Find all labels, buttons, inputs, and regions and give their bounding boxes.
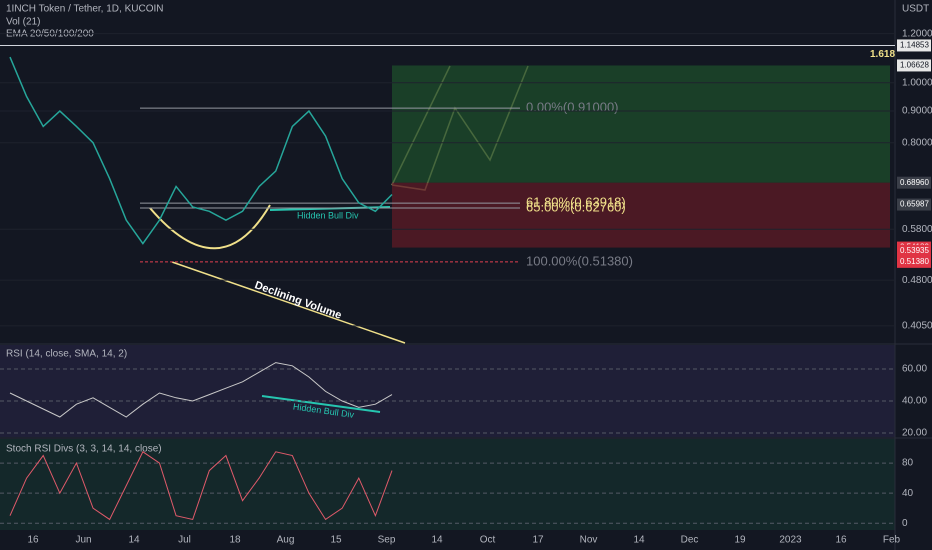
price-tag-label: 1.06628 bbox=[900, 61, 929, 70]
x-tick-label: Jul bbox=[178, 535, 191, 546]
price-tag-label: 1.14853 bbox=[900, 41, 929, 50]
series-line bbox=[9, 451, 393, 521]
x-tick-label: Feb bbox=[883, 535, 901, 546]
rsi-band bbox=[0, 345, 895, 437]
price-tag-label: 0.53935 bbox=[900, 246, 929, 255]
x-tick-label: Aug bbox=[277, 535, 295, 546]
x-tick-label: 14 bbox=[128, 535, 140, 546]
extension-label: 1.618 bbox=[870, 49, 895, 60]
currency: USDT bbox=[902, 4, 929, 15]
price-tag bbox=[897, 59, 931, 72]
profit-zone bbox=[392, 65, 890, 183]
symbol-title: 1INCH Token / Tether, 1D, KUCOIN bbox=[6, 4, 163, 15]
y-tick-label: 60.00 bbox=[902, 364, 927, 375]
x-tick-label: 2023 bbox=[779, 535, 802, 546]
price-tag-label: 0.68960 bbox=[900, 178, 929, 187]
y-tick-label: 40.00 bbox=[902, 396, 927, 407]
x-tick-label: 17 bbox=[532, 535, 544, 546]
price-tag bbox=[897, 255, 931, 268]
x-tick-label: 14 bbox=[431, 535, 443, 546]
y-tick-label: 40 bbox=[902, 488, 914, 499]
x-tick-label: 16 bbox=[835, 535, 847, 546]
series-line bbox=[9, 362, 393, 418]
series-line bbox=[9, 56, 393, 245]
loss-zone bbox=[392, 182, 890, 248]
y-tick-label: 80 bbox=[902, 458, 914, 469]
stoch-title: Stoch RSI Divs (3, 3, 14, 14, close) bbox=[6, 444, 162, 455]
x-tick-label: Sep bbox=[378, 535, 396, 546]
volume-trendline bbox=[171, 261, 406, 344]
fib-label: 65.00%(0.62760) bbox=[526, 199, 626, 214]
x-tick-label: 18 bbox=[229, 535, 241, 546]
rsi-title: RSI (14, close, SMA, 14, 2) bbox=[6, 349, 127, 360]
cup-drawing bbox=[149, 204, 271, 250]
price-tag-label: 0.51380 bbox=[900, 257, 929, 266]
stoch-pane bbox=[0, 439, 895, 530]
x-tick-label: 16 bbox=[27, 535, 39, 546]
x-tick-label: Nov bbox=[580, 535, 598, 546]
x-tick-label: Jun bbox=[75, 535, 91, 546]
x-tick-label: Oct bbox=[480, 535, 496, 546]
volume-title: Vol (21) bbox=[6, 17, 40, 28]
x-tick-label: 19 bbox=[734, 535, 746, 546]
fib-label: 0.00%(0.91000) bbox=[526, 100, 619, 115]
price-tag bbox=[897, 244, 931, 257]
y-tick-label: 20.00 bbox=[902, 428, 927, 439]
rsi-pane bbox=[0, 345, 895, 437]
x-tick-label: Dec bbox=[681, 535, 699, 546]
price-tag bbox=[897, 39, 931, 52]
fib-label: 100.00%(0.51380) bbox=[526, 253, 633, 268]
y-tick-label: 1.20000 bbox=[902, 28, 932, 39]
y-tick-label: 0.40500 bbox=[902, 321, 932, 332]
rsi-div-line bbox=[261, 395, 381, 413]
fib-label: 61.80%(0.63918) bbox=[526, 195, 626, 210]
annotation: Hidden Bull Div bbox=[297, 210, 359, 220]
price-tag-label: 0.65987 bbox=[900, 200, 929, 209]
x-tick-label: 14 bbox=[633, 535, 645, 546]
price-tag bbox=[897, 198, 931, 211]
price-tag bbox=[897, 176, 931, 189]
x-tick-label: 15 bbox=[330, 535, 342, 546]
y-tick-label: 0 bbox=[902, 518, 908, 529]
